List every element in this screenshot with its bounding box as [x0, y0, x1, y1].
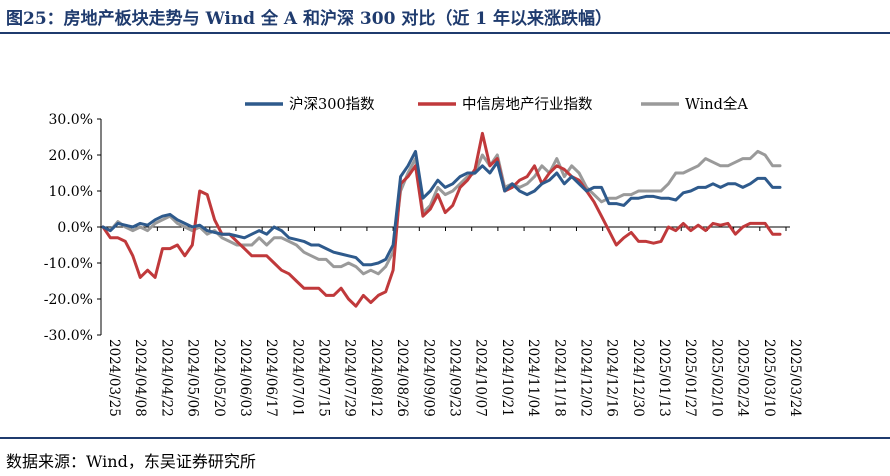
x-tick-label: 2024/07/29	[342, 339, 358, 417]
x-tick-label: 2024/09/09	[420, 339, 436, 417]
x-tick-label: 2024/12/02	[577, 339, 593, 417]
x-tick-label: 2025/03/24	[787, 339, 803, 417]
x-tick-label: 2024/05/20	[211, 339, 227, 417]
y-tick-label: 10.0%	[49, 184, 93, 200]
y-tick-label: -10.0%	[44, 256, 93, 272]
y-tick-label: 0.0%	[57, 220, 93, 236]
x-tick-label: 2024/07/15	[316, 339, 332, 417]
x-tick-label: 2025/02/10	[708, 339, 724, 417]
legend-label: 中信房地产行业指数	[462, 96, 593, 113]
title-divider	[0, 32, 890, 34]
series-layer	[101, 131, 782, 308]
series-line-2	[101, 149, 782, 276]
source-divider	[0, 437, 890, 439]
x-tick-label: 2024/12/30	[630, 339, 646, 417]
x-tick-label: 2024/03/25	[106, 339, 122, 417]
x-tick-label: 2024/05/06	[185, 339, 201, 417]
x-tick-label: 2025/01/13	[656, 339, 672, 417]
x-axis: 2024/03/25 2024/04/08 2024/04/22 2024/05/06…	[101, 226, 803, 417]
legend: 沪深300指数 中信房地产行业指数 Wind全A	[245, 95, 748, 113]
y-tick-label: 30.0%	[49, 112, 93, 128]
legend-label: 沪深300指数	[289, 96, 375, 113]
x-tick-label: 2025/02/24	[735, 339, 751, 417]
y-tick-label: -20.0%	[44, 292, 93, 308]
x-tick-label: 2024/10/07	[473, 339, 489, 417]
x-tick-label: 2024/06/03	[237, 339, 253, 417]
series-line-1	[101, 131, 782, 308]
x-tick-label: 2024/07/01	[289, 339, 305, 417]
x-tick-label: 2024/04/22	[158, 339, 174, 417]
y-axis: -30.0% -20.0% -10.0% 0.0% 10.0% 20.0% 30.0%	[44, 112, 102, 344]
x-tick-label: 2024/04/08	[132, 339, 148, 417]
x-tick-label: 2025/03/10	[761, 339, 777, 417]
x-tick-label: 2024/11/18	[551, 339, 567, 417]
x-tick-label: 2024/09/23	[447, 339, 463, 417]
x-tick-label: 2024/08/12	[368, 339, 384, 417]
series-line-0	[101, 149, 782, 267]
y-tick-label: 20.0%	[49, 148, 93, 164]
x-tick-label: 2024/10/21	[499, 339, 515, 417]
line-chart: -30.0% -20.0% -10.0% 0.0% 10.0% 20.0% 30.0% 20…	[44, 95, 803, 417]
x-tick-label: 2024/12/16	[604, 339, 620, 417]
legend-label: Wind全A	[685, 95, 748, 113]
y-tick-label: -30.0%	[44, 328, 93, 344]
x-tick-label: 2025/01/27	[682, 339, 698, 417]
x-tick-label: 2024/08/26	[394, 339, 410, 417]
source-note: 数据来源：Wind，东吴证券研究所	[6, 452, 256, 471]
x-tick-label: 2024/11/04	[525, 339, 541, 417]
figure-title: 图25：房地产板块走势与 Wind 全 A 和沪深 300 对比（近 1 年以来…	[6, 9, 613, 29]
x-tick-label: 2024/06/17	[263, 339, 279, 417]
